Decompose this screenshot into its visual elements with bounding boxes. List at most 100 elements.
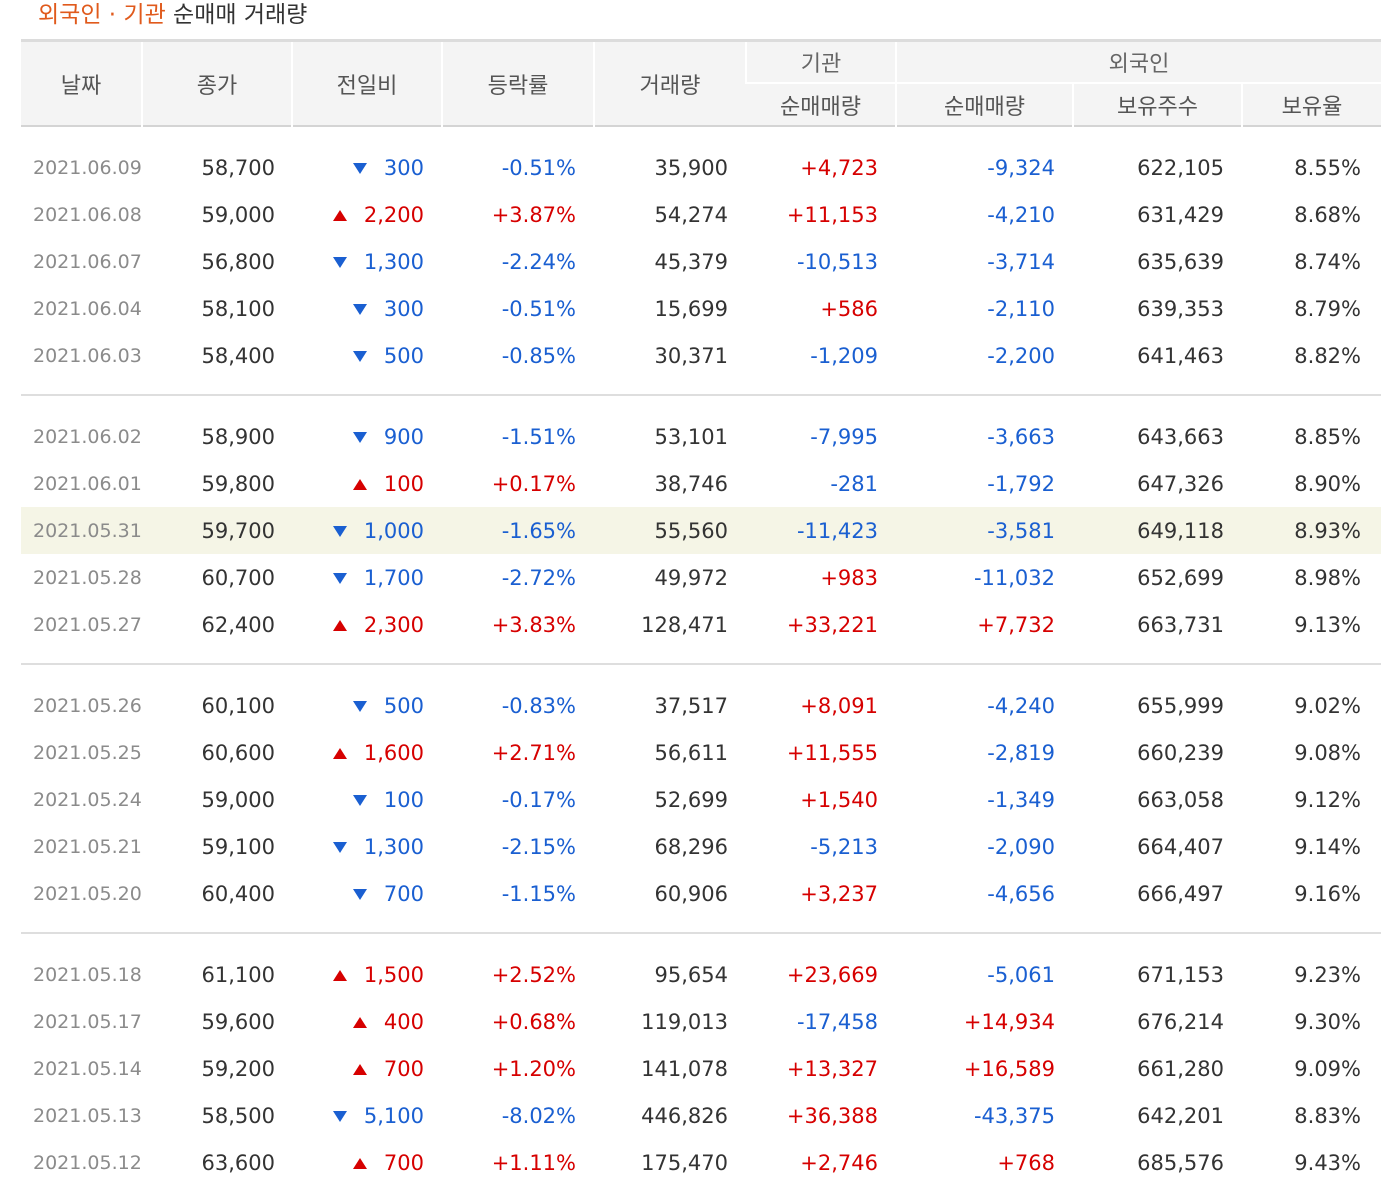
cell-rate: -0.51% [501,155,576,180]
cell-inst-net: +1,540 [800,787,878,812]
cell-foreign-holdings: 647,326 [1137,471,1224,496]
cell-rate: +2.71% [491,740,576,765]
cell-inst-net: -7,995 [810,424,878,449]
table-row: 2021.05.17 59,600 400 +0.68% 119,013 -17,458 +… [21,998,1381,1045]
cell-diff: 1,700 [292,554,442,601]
cell-rate: -2.72% [501,565,576,590]
cell-foreign-net: -4,240 [987,693,1055,718]
cell-diff-value: 700 [383,1150,424,1175]
cell-diff-value: 700 [383,1056,424,1081]
cell-date: 2021.05.24 [33,788,142,811]
up-triangle-icon [352,478,367,490]
up-triangle-icon [332,747,347,759]
row-spacer [21,917,1381,934]
down-triangle-icon [352,700,367,712]
cell-inst-net: -5,213 [810,834,878,859]
cell-diff: 2,200 [292,191,442,238]
table-row: 2021.06.08 59,000 2,200 +3.87% 54,274 +11,153… [21,191,1381,238]
cell-volume: 95,654 [654,962,728,987]
table-row: 2021.05.24 59,000 100 -0.17% 52,699 +1,540 -1,… [21,776,1381,823]
cell-diff: 1,000 [292,507,442,554]
cell-close: 60,400 [201,881,275,906]
cell-foreign-ratio: 8.90% [1294,471,1361,496]
cell-foreign-net: -43,375 [973,1103,1055,1128]
cell-foreign-ratio: 8.68% [1294,202,1361,227]
cell-foreign-ratio: 9.13% [1294,612,1361,637]
cell-inst-net: +983 [820,565,878,590]
cell-rate: -0.83% [501,693,576,718]
table-row: 2021.05.25 60,600 1,600 +2.71% 56,611 +11,555… [21,729,1381,776]
cell-diff-value: 100 [383,787,424,812]
cell-foreign-ratio: 8.74% [1294,249,1361,274]
cell-inst-net: +586 [820,296,878,321]
table-header: 날짜 종가 전일비 등락률 거래량 기관 외국인 순매매량 순매매량 보유주수 … [21,39,1381,128]
cell-inst-net: +33,221 [786,612,878,637]
table-row: 2021.05.31 59,700 1,000 -1.65% 55,560 -11,423… [21,507,1381,554]
cell-volume: 45,379 [654,249,728,274]
cell-volume: 119,013 [641,1009,728,1034]
table-body: 2021.06.09 58,700 300 -0.51% 35,900 +4,723 -9,… [21,127,1381,1186]
cell-diff: 1,300 [292,238,442,285]
cell-foreign-holdings: 639,353 [1137,296,1224,321]
up-triangle-icon [332,209,347,221]
cell-date: 2021.06.07 [33,250,142,273]
header-foreign-ratio: 보유율 [1241,83,1381,126]
cell-volume: 55,560 [594,507,746,554]
cell-close: 58,900 [201,424,275,449]
header-foreign-holdings: 보유주수 [1072,83,1242,126]
cell-foreign-net: -4,210 [987,202,1055,227]
cell-foreign-net: +16,589 [963,1056,1055,1081]
cell-foreign-ratio: 9.16% [1294,881,1361,906]
cell-rate: +2.52% [491,962,576,987]
cell-close: 63,600 [201,1150,275,1175]
table-row: 2021.05.28 60,700 1,700 -2.72% 49,972 +983 -11… [21,554,1381,601]
row-spacer [21,127,1381,144]
trading-volume-table: 날짜 종가 전일비 등락률 거래량 기관 외국인 순매매량 순매매량 보유주수 … [21,39,1381,1186]
cell-diff-value: 5,100 [363,1103,424,1128]
cell-diff: 500 [292,332,442,379]
cell-foreign-net: -2,200 [987,343,1055,368]
cell-foreign-ratio: 8.85% [1294,424,1361,449]
cell-date: 2021.05.13 [33,1104,142,1127]
section-title-rest: 순매매 거래량 [165,2,308,28]
table-row: 2021.05.13 58,500 5,100 -8.02% 446,826 +36,38… [21,1092,1381,1139]
cell-diff-value: 400 [383,1009,424,1034]
cell-foreign-holdings: 661,280 [1137,1056,1224,1081]
cell-diff: 1,500 [292,951,442,998]
cell-foreign-net: -5,061 [987,962,1055,987]
cell-close: 62,400 [201,612,275,637]
down-triangle-icon [332,1110,347,1122]
cell-foreign-holdings: 663,731 [1137,612,1224,637]
up-triangle-icon [352,1016,367,1028]
cell-foreign-ratio: 8.55% [1294,155,1361,180]
table-row: 2021.05.20 60,400 700 -1.15% 60,906 +3,237 -4,… [21,870,1381,917]
cell-inst-net: -281 [830,471,878,496]
cell-diff: 500 [292,682,442,729]
cell-foreign-net: -4,656 [987,881,1055,906]
cell-foreign-ratio: 8.83% [1294,1103,1361,1128]
cell-diff-value: 100 [383,471,424,496]
cell-close: 58,700 [201,155,275,180]
table-row: 2021.05.27 62,400 2,300 +3.83% 128,471 +33,22… [21,601,1381,648]
cell-diff: 300 [292,144,442,191]
cell-diff-value: 1,000 [363,518,424,543]
cell-foreign-holdings: 643,663 [1137,424,1224,449]
table-row: 2021.05.18 61,100 1,500 +2.52% 95,654 +23,669… [21,951,1381,998]
down-triangle-icon [352,431,367,443]
cell-diff: 2,300 [292,601,442,648]
down-triangle-icon [352,350,367,362]
cell-volume: 128,471 [641,612,728,637]
cell-diff-value: 700 [383,881,424,906]
cell-foreign-net: -11,032 [973,565,1055,590]
cell-foreign-holdings: 649,118 [1073,507,1242,554]
cell-diff-value: 2,300 [363,612,424,637]
cell-volume: 68,296 [654,834,728,859]
cell-diff-value: 1,700 [363,565,424,590]
header-volume: 거래량 [593,39,746,126]
cell-diff-value: 500 [383,343,424,368]
cell-foreign-ratio: 8.98% [1294,565,1361,590]
down-triangle-icon [352,888,367,900]
cell-rate: -1.15% [501,881,576,906]
cell-inst-net: +8,091 [800,693,878,718]
cell-foreign-holdings: 664,407 [1137,834,1224,859]
